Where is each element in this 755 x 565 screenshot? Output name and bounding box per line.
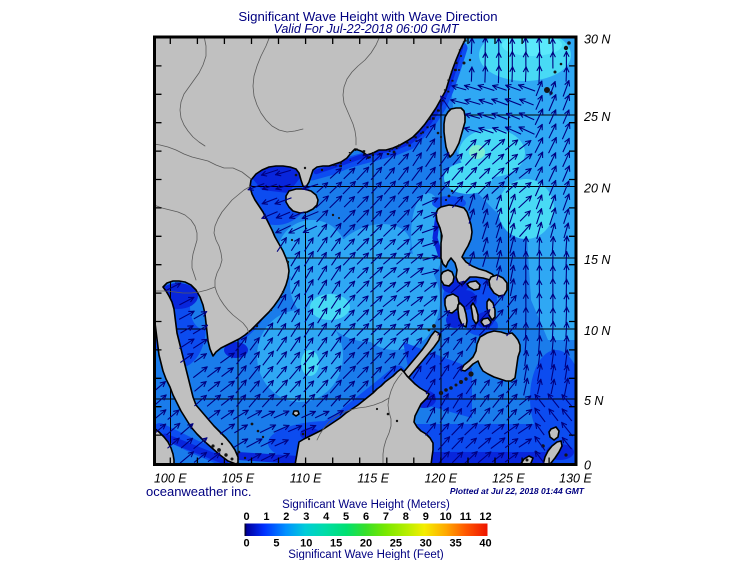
- svg-text:0: 0: [584, 459, 591, 473]
- svg-text:110 E: 110 E: [290, 472, 322, 486]
- svg-text:120 E: 120 E: [424, 472, 457, 486]
- svg-text:5: 5: [343, 511, 349, 523]
- svg-text:7: 7: [383, 511, 389, 523]
- svg-text:30 N: 30 N: [584, 33, 611, 47]
- svg-text:10: 10: [300, 538, 312, 550]
- svg-text:8: 8: [403, 511, 409, 523]
- svg-text:Significant Wave Height with W: Significant Wave Height with Wave Direct…: [238, 9, 497, 24]
- svg-text:3: 3: [303, 511, 309, 523]
- svg-text:35: 35: [450, 538, 462, 550]
- svg-text:5: 5: [273, 538, 279, 550]
- svg-text:40: 40: [479, 538, 491, 550]
- svg-text:0: 0: [243, 538, 249, 550]
- svg-text:11: 11: [460, 511, 472, 523]
- svg-text:9: 9: [423, 511, 429, 523]
- svg-text:20: 20: [360, 538, 372, 550]
- svg-text:100 E: 100 E: [154, 472, 187, 486]
- svg-text:4: 4: [323, 511, 330, 523]
- svg-text:20 N: 20 N: [583, 182, 611, 196]
- svg-text:6: 6: [363, 511, 369, 523]
- svg-text:25: 25: [390, 538, 402, 550]
- svg-text:15 N: 15 N: [584, 253, 611, 267]
- svg-text:oceanweather inc.: oceanweather inc.: [146, 484, 252, 499]
- svg-text:0: 0: [243, 511, 249, 523]
- svg-text:Significant Wave Height (Meter: Significant Wave Height (Meters): [282, 499, 450, 511]
- svg-text:25 N: 25 N: [583, 110, 611, 124]
- svg-text:Significant Wave Height (Feet): Significant Wave Height (Feet): [288, 549, 444, 560]
- svg-text:Valid For Jul-22-2018 06:00 GM: Valid For Jul-22-2018 06:00 GMT: [273, 22, 459, 36]
- svg-text:1: 1: [263, 511, 269, 523]
- svg-text:15: 15: [330, 538, 342, 550]
- svg-text:130 E: 130 E: [559, 472, 592, 486]
- svg-text:5 N: 5 N: [584, 394, 604, 408]
- svg-text:105 E: 105 E: [222, 472, 255, 486]
- svg-text:2: 2: [283, 511, 289, 523]
- svg-text:10 N: 10 N: [584, 324, 611, 338]
- svg-text:125 E: 125 E: [492, 472, 525, 486]
- svg-text:Plotted at Jul 22, 2018 01:44: Plotted at Jul 22, 2018 01:44 GMT: [450, 486, 585, 496]
- svg-text:115 E: 115 E: [357, 472, 389, 486]
- svg-text:12: 12: [479, 511, 491, 523]
- svg-text:10: 10: [440, 511, 452, 523]
- svg-text:30: 30: [420, 538, 432, 550]
